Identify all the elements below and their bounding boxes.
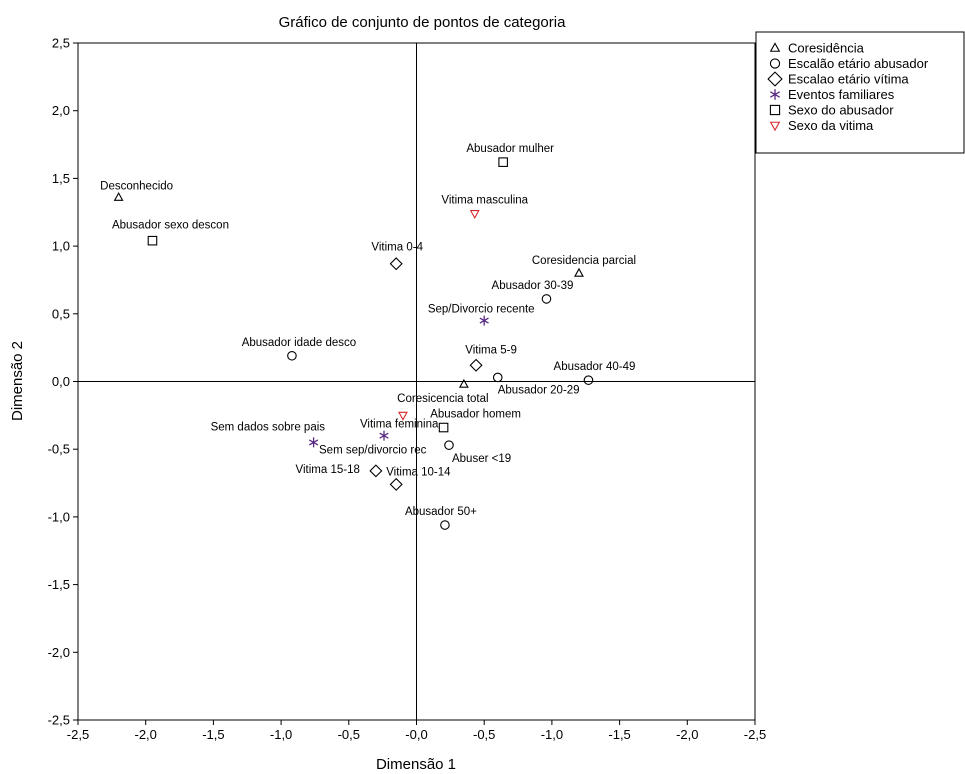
data-label: Abusador idade desco (242, 337, 356, 349)
legend-label: Escalao etário vítima (788, 72, 909, 87)
legend-label: Escalão etário abusador (788, 56, 929, 71)
data-label: Vitima 5-9 (465, 344, 517, 356)
data-label: Vitima masculina (441, 195, 528, 207)
y-tick-label: -0,5 (48, 442, 70, 457)
data-point-triangle-up (458, 378, 469, 388)
y-tick-label: -1,0 (48, 509, 70, 524)
y-axis: 2,5 2,0 1,5 1,0 0,5 0,0 -0,5 -1,0 -1,5 -2,0 -2,5 (48, 36, 78, 728)
y-tick-label: -2,0 (48, 645, 70, 660)
data-label: Vitima feminina (360, 418, 439, 430)
data-point-triangle-up (113, 191, 124, 201)
legend-marker-circle (769, 58, 781, 69)
data-point-circle (492, 372, 503, 383)
legend-label: Sexo da vitima (788, 118, 874, 133)
data-point-circle (287, 350, 297, 361)
data-point-star (379, 430, 389, 441)
legend-box (755, 31, 965, 154)
x-tick-label: -1,0 (270, 727, 292, 742)
chart-title: Gráfico de conjunto de pontos de categor… (279, 14, 567, 31)
data-point-square (147, 235, 158, 246)
series-triangle-down: Vitima masculina Vitima feminina (360, 195, 529, 431)
y-tick-label: 1,0 (52, 239, 70, 254)
data-point-circle (440, 520, 450, 530)
legend-label: Coresidência (788, 41, 865, 56)
y-tick-label: 0,0 (52, 374, 70, 389)
data-point-triangle-up (574, 267, 584, 277)
data-point-triangle-down (469, 210, 480, 219)
data-label: Abusador mulher (466, 143, 554, 155)
legend-marker-diamond (767, 71, 783, 87)
data-label: Coresidencia parcial (532, 255, 636, 267)
legend-marker-square (769, 104, 781, 116)
data-label: Sep/Divorcio recente (428, 304, 535, 316)
legend-marker-triangle-down (769, 121, 781, 132)
y-tick-label: 0,5 (52, 306, 70, 321)
x-tick-label: -0,0 (405, 727, 427, 742)
data-label: Abusador homem (430, 409, 521, 421)
y-tick-label: 1,5 (52, 171, 70, 186)
data-point-star (479, 315, 489, 326)
x-tick-label: -2,5 (67, 727, 89, 742)
x-tick-label: -0,5 (338, 727, 360, 742)
data-point-square (498, 157, 508, 167)
data-label: Abusador 50+ (405, 506, 477, 518)
x-tick-label: -2,0 (676, 727, 698, 742)
data-label: Sem dados sobre pais (211, 421, 326, 433)
x-tick-label: -1,0 (541, 727, 563, 742)
y-tick-label: 2,5 (52, 36, 70, 51)
series-circle: Abusador 30-39 Abusador idade desco Abusad… (242, 280, 636, 530)
data-label: Vitima 0-4 (371, 242, 423, 254)
data-label: Sem sep/divorcio rec (319, 445, 427, 457)
x-tick-label: -2,5 (744, 727, 766, 742)
data-label: Desconhecido (100, 180, 173, 192)
x-tick-label: -0,5 (473, 727, 495, 742)
y-tick-label: -2,5 (48, 713, 70, 728)
series-star: Sep/Divorcio recente Sem dados sobre pais… (211, 304, 535, 457)
legend-marker-triangle-up (769, 42, 781, 52)
data-label: Vitima 15-18 (296, 464, 360, 476)
legend-label: Sexo do abusador (788, 103, 894, 118)
y-tick-label: -1,5 (48, 577, 70, 592)
data-point-diamond (389, 257, 403, 271)
data-label: Coresicencia total (397, 393, 488, 405)
reference-lines (78, 43, 755, 720)
data-label: Abusador sexo descon (112, 220, 229, 232)
data-point-diamond (369, 464, 383, 478)
x-axis: -2,5 -2,0 -1,5 -1,0 -0,5 -0,0 -0,5 -1,0 -1,5 -2,0… (67, 720, 766, 742)
data-point-diamond (469, 358, 483, 372)
series-square: Abusador mulher Abusador sexo descon Abusa… (112, 143, 554, 433)
data-point-square (438, 422, 449, 433)
series-triangle-up: Desconhecido Coresidencia parcial Coresice… (100, 180, 636, 405)
data-point-diamond (389, 477, 403, 491)
data-label: Abusador 20-29 (498, 384, 580, 396)
data-point-circle (583, 375, 594, 385)
legend-marker-star (769, 89, 781, 100)
x-tick-label: -1,5 (608, 727, 630, 742)
data-label: Abusador 30-39 (492, 280, 574, 292)
data-point-circle (541, 294, 552, 304)
data-label: Abusador 40-49 (554, 361, 636, 373)
data-label: Vitima 10-14 (386, 466, 451, 478)
data-point-star (308, 437, 319, 448)
series-diamond: Vitima 0-4 Vitima 5-9 Vitima 15-18 Vitima 1… (296, 242, 517, 491)
y-axis-title: Dimensão 2 (9, 341, 26, 421)
data-point-circle (444, 440, 454, 450)
legend-label: Eventos familiares (788, 87, 895, 102)
x-axis-title: Dimensão 1 (376, 756, 456, 773)
data-points: Desconhecido Coresidencia parcial Coresice… (100, 143, 636, 530)
data-point-triangle-down (398, 411, 408, 421)
y-tick-label: 2,0 (52, 103, 70, 118)
x-tick-label: -1,5 (202, 727, 224, 742)
x-tick-label: -2,0 (134, 727, 156, 742)
data-label: Abuser <19 (452, 453, 511, 465)
